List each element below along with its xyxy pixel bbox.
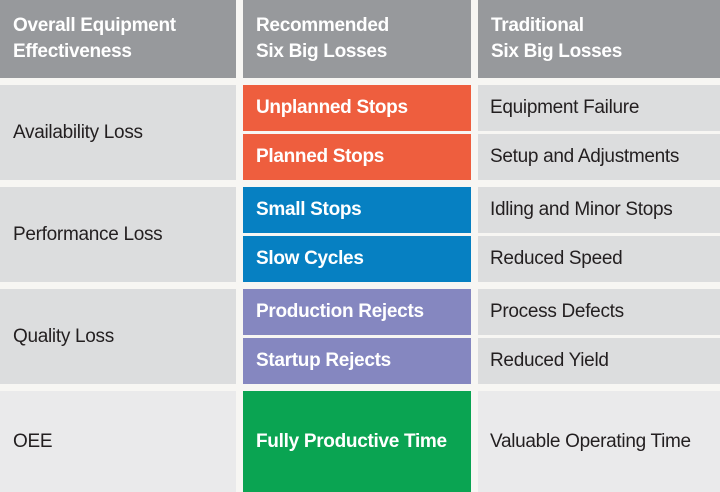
header-overall-equipment-effectiveness: Overall Equipment Effectiveness	[0, 0, 236, 78]
header-line: Six Big Losses	[491, 41, 622, 62]
loss-cell-slow-cycles: Slow Cycles	[243, 236, 471, 282]
traditional-cell-setup-and-adjustments: Setup and Adjustments	[478, 134, 720, 180]
traditional-cell-reduced-yield: Reduced Yield	[478, 338, 720, 384]
header-traditional-six-big-losses: Traditional Six Big Losses	[478, 0, 720, 78]
loss-cell-production-rejects: Production Rejects	[243, 289, 471, 335]
header-row: Overall Equipment Effectiveness Recommen…	[0, 0, 720, 78]
header-line: Effectiveness	[13, 41, 132, 62]
category-cell-oee: OEE	[0, 391, 236, 492]
loss-cell-fully-productive-time: Fully Productive Time	[243, 391, 471, 492]
oee-group: OEE Fully Productive Time Valuable Opera…	[0, 391, 720, 492]
category-cell-quality-loss: Quality Loss	[0, 289, 236, 384]
recommended-losses-column: Production Rejects Startup Rejects	[243, 289, 471, 384]
category-cell-performance-loss: Performance Loss	[0, 187, 236, 282]
traditional-losses-column: Equipment Failure Setup and Adjustments	[478, 85, 720, 180]
traditional-losses-column: Idling and Minor Stops Reduced Speed	[478, 187, 720, 282]
loss-cell-small-stops: Small Stops	[243, 187, 471, 233]
category-cell-availability-loss: Availability Loss	[0, 85, 236, 180]
header-line: Overall Equipment	[13, 15, 176, 37]
traditional-cell-equipment-failure: Equipment Failure	[478, 85, 720, 131]
recommended-losses-column: Small Stops Slow Cycles	[243, 187, 471, 282]
header-line: Traditional	[491, 15, 584, 37]
header-line: Recommended	[256, 15, 389, 37]
traditional-cell-valuable-operating-time: Valuable Operating Time	[478, 391, 720, 492]
loss-cell-planned-stops: Planned Stops	[243, 134, 471, 180]
quality-loss-group: Quality Loss Production Rejects Startup …	[0, 289, 720, 384]
traditional-cell-reduced-speed: Reduced Speed	[478, 236, 720, 282]
loss-cell-unplanned-stops: Unplanned Stops	[243, 85, 471, 131]
header-line: Six Big Losses	[256, 41, 387, 62]
traditional-cell-idling-and-minor-stops: Idling and Minor Stops	[478, 187, 720, 233]
recommended-losses-column: Unplanned Stops Planned Stops	[243, 85, 471, 180]
header-recommended-six-big-losses: Recommended Six Big Losses	[243, 0, 471, 78]
traditional-cell-process-defects: Process Defects	[478, 289, 720, 335]
performance-loss-group: Performance Loss Small Stops Slow Cycles…	[0, 187, 720, 282]
traditional-losses-column: Process Defects Reduced Yield	[478, 289, 720, 384]
loss-cell-startup-rejects: Startup Rejects	[243, 338, 471, 384]
availability-loss-group: Availability Loss Unplanned Stops Planne…	[0, 85, 720, 180]
